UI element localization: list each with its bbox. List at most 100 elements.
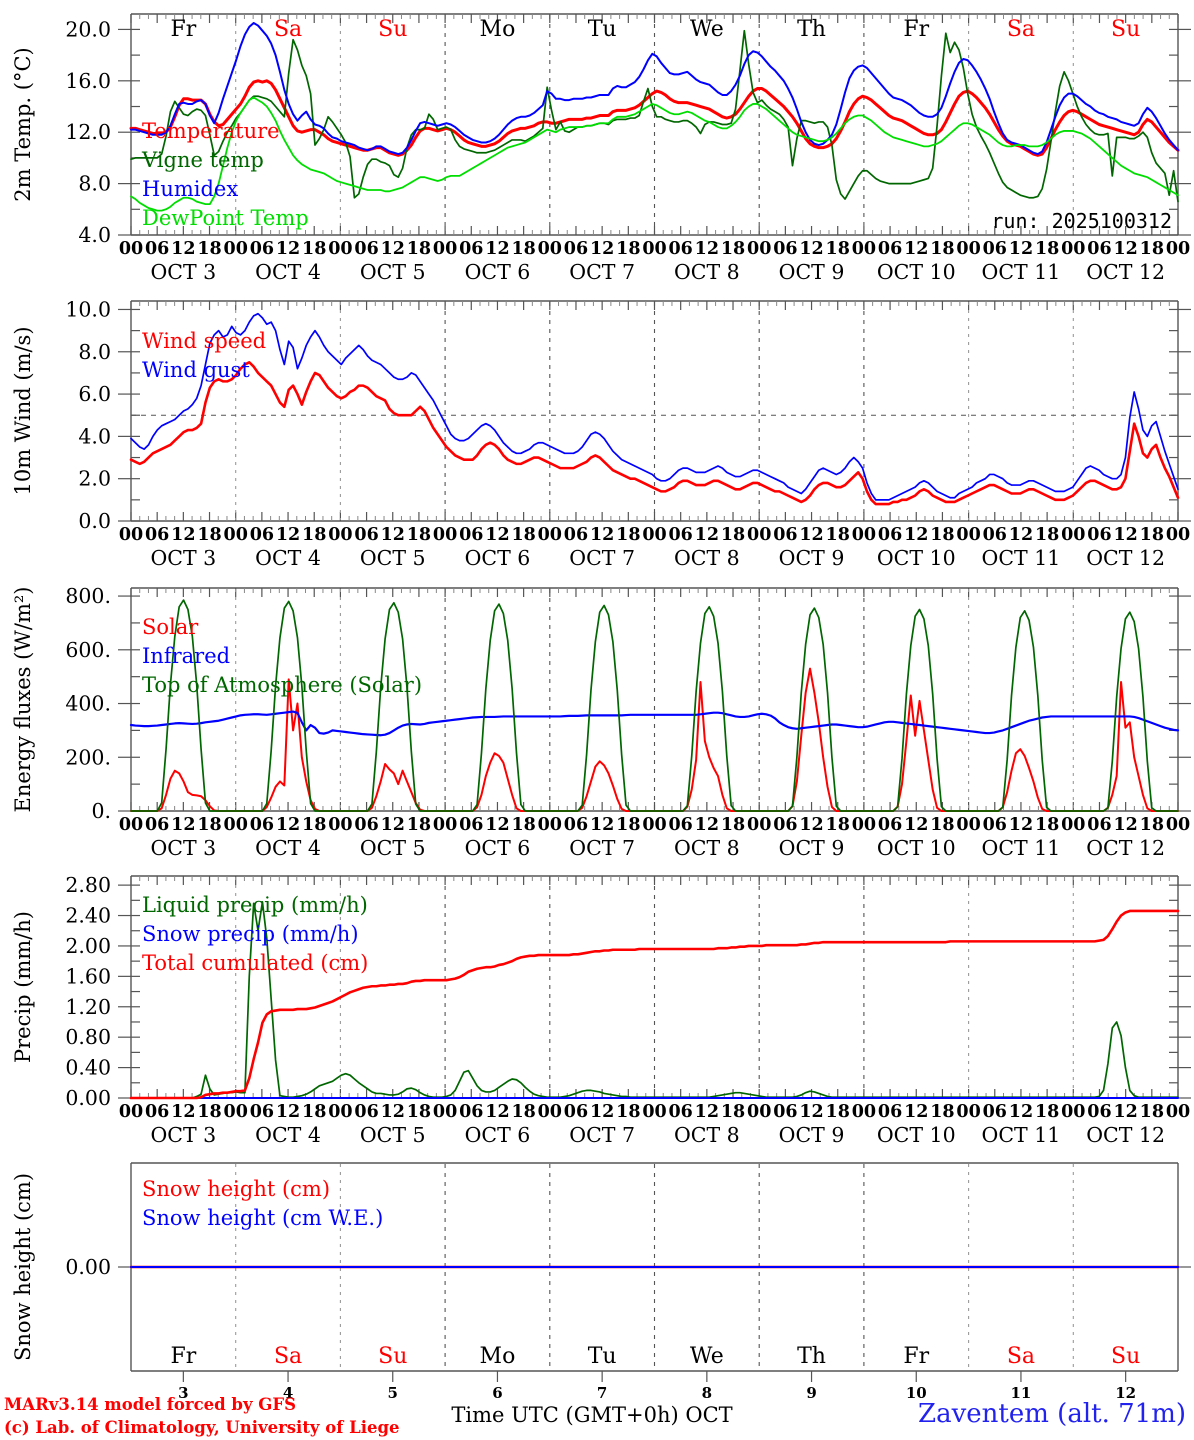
hour-tick-label: 12 (276, 239, 300, 259)
series-wind-speed (129, 361, 1180, 506)
legend-item-snow-height-cm: Snow height (cm) (142, 1177, 330, 1201)
hour-tick-label: 12 (485, 239, 509, 259)
dow-label: Su (378, 1344, 407, 1369)
legend-item-liquid-precip-mm-h: Liquid precip (mm/h) (142, 893, 368, 917)
hour-tick-label: 12 (171, 525, 195, 545)
panel-snow_height: 0.00 Snow height (cm) Snow height (cm) Snow… (11, 1162, 1191, 1372)
hour-tick-label: 18 (826, 239, 850, 259)
y-axis-title: 10m Wind (m/s) (11, 326, 35, 495)
day-label: OCT 5 (360, 260, 426, 284)
hour-tick-label: 18 (511, 815, 535, 835)
day-number-label: 11 (1011, 1384, 1032, 1402)
hour-tick-label: 06 (459, 239, 483, 259)
dow-label: Fr (170, 1344, 196, 1369)
hour-tick-label: 00 (328, 525, 352, 545)
hour-tick-label: 12 (799, 525, 823, 545)
hour-tick-label: 00 (1166, 1102, 1190, 1122)
hour-tick-label: 12 (381, 239, 405, 259)
y-axis-tick-label: 1.60 (65, 964, 111, 988)
y-axis-tick-label: 4.0 (78, 424, 111, 448)
hour-tick-label: 12 (695, 239, 719, 259)
y-axis-tick-label: 200. (65, 745, 111, 769)
hour-tick-label: 00 (747, 1102, 771, 1122)
y-axis-tick-label: 400. (65, 692, 111, 716)
day-label: OCT 11 (982, 836, 1061, 860)
hour-tick-label: 00 (119, 239, 143, 259)
hour-tick-label: 18 (197, 815, 221, 835)
hour-tick-label: 18 (1035, 1102, 1059, 1122)
day-label: OCT 9 (779, 1123, 845, 1147)
series-total-cumulated-cm (129, 909, 1180, 1100)
hour-tick-label: 18 (930, 239, 954, 259)
day-label: OCT 7 (569, 546, 635, 570)
hour-tick-label: 00 (1166, 525, 1190, 545)
hour-tick-label: 18 (1035, 815, 1059, 835)
hour-tick-label: 12 (1113, 815, 1137, 835)
dow-label: Su (1111, 17, 1140, 42)
day-number-label: 3 (178, 1384, 188, 1402)
y-axis-title: 2m Temp. (°C) (11, 47, 35, 201)
hour-tick-label: 00 (1061, 1102, 1085, 1122)
y-axis-tick-label: 0.0 (78, 509, 111, 533)
legend-item-snow-precip-mm-h: Snow precip (mm/h) (142, 922, 359, 946)
y-axis-tick-label: 8.0 (78, 340, 111, 364)
dow-row-bottom: Fr Sa Su Mo Tu We Th Fr Sa Su (170, 1344, 1140, 1369)
hour-tick-label: 12 (1009, 1102, 1033, 1122)
legend-item-humidex: Humidex (142, 177, 238, 201)
hour-tick-label: 18 (1140, 1102, 1164, 1122)
legend-item-total-cumulated-cm: Total cumulated (cm) (142, 951, 368, 975)
legend-item-dewpoint-temp: DewPoint Temp (142, 206, 309, 230)
hour-tick-label: 00 (538, 1102, 562, 1122)
hour-tick-label: 00 (433, 1102, 457, 1122)
hour-tick-label: 18 (407, 815, 431, 835)
series-temperature (129, 79, 1180, 157)
hour-tick-label: 12 (276, 815, 300, 835)
hour-tick-label: 00 (328, 1102, 352, 1122)
hour-tick-label: 12 (590, 1102, 614, 1122)
y-axis-tick-label: 0. (91, 799, 111, 823)
y-axis-tick-label: 2.80 (65, 873, 111, 897)
hour-tick-label: 18 (930, 525, 954, 545)
hour-tick-label: 00 (747, 525, 771, 545)
hour-tick-label: 06 (564, 815, 588, 835)
hour-tick-label: 18 (1035, 239, 1059, 259)
day-label: OCT 6 (465, 260, 531, 284)
hour-tick-label: 18 (826, 815, 850, 835)
dow-label: Fr (903, 17, 929, 42)
hour-tick-label: 06 (145, 815, 169, 835)
day-number-label: 5 (388, 1384, 398, 1402)
hour-tick-label: 06 (564, 239, 588, 259)
hour-tick-label: 06 (459, 815, 483, 835)
dow-label: Th (797, 1344, 826, 1369)
hour-tick-label: 12 (904, 1102, 928, 1122)
panel-wind: 0.0 2.0 4.0 6.0 8.0 10.0 10m Wind (m/s) Wind sp… (11, 297, 1191, 533)
hour-tick-label: 18 (197, 1102, 221, 1122)
hour-tick-label: 00 (224, 525, 248, 545)
hour-tick-label: 18 (616, 525, 640, 545)
y-axis-tick-label: 8.0 (78, 172, 111, 196)
y-axis-tick-label: 800. (65, 584, 111, 608)
dow-label: Tu (588, 1344, 617, 1369)
hour-tick-label: 18 (511, 1102, 535, 1122)
hour-tick-label: 18 (616, 1102, 640, 1122)
hour-tick-label: 00 (1061, 239, 1085, 259)
hour-tick-label: 18 (721, 239, 745, 259)
hour-tick-label: 12 (799, 1102, 823, 1122)
hour-tick-label: 06 (983, 239, 1007, 259)
hour-tick-label: 00 (642, 1102, 666, 1122)
hour-tick-label: 00 (956, 1102, 980, 1122)
series-humidex (130, 21, 1179, 156)
day-label: OCT 8 (674, 1123, 740, 1147)
hour-tick-label: 06 (983, 525, 1007, 545)
day-label: OCT 12 (1086, 546, 1165, 570)
y-axis-tick-label: 1.20 (65, 995, 111, 1019)
legend-item-wind-gust: Wind gust (142, 358, 250, 382)
hour-tick-label: 06 (354, 525, 378, 545)
hour-tick-label: 06 (564, 525, 588, 545)
legend-item-wind-speed: Wind speed (142, 329, 266, 353)
hour-tick-label: 12 (590, 239, 614, 259)
day-label: OCT 8 (674, 546, 740, 570)
